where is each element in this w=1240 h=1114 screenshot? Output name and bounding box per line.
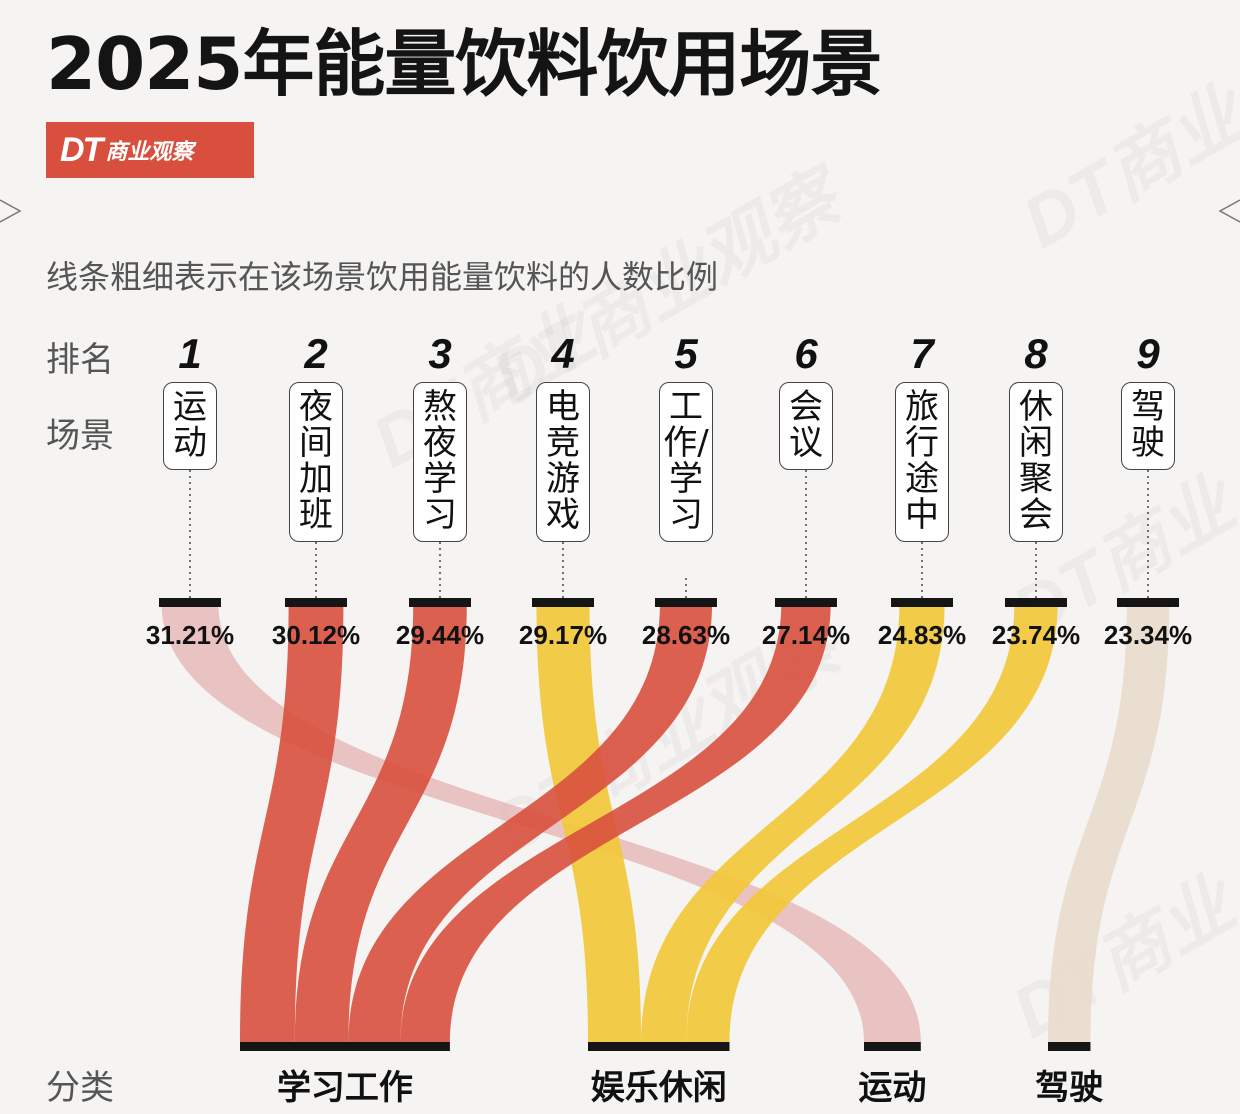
rank-number: 1 [178, 330, 202, 377]
category-bar [588, 1042, 730, 1051]
node-bar [891, 598, 953, 607]
scene-label: 会议 [779, 382, 833, 470]
scene-label: 旅行途中 [895, 382, 949, 542]
category-row-label: 分类 [46, 1068, 114, 1108]
value-label: 23.34% [1103, 620, 1193, 650]
flow-band [641, 604, 945, 1042]
value-label: 28.63% [641, 620, 731, 650]
brand-logo: DT 商业观察 [46, 122, 254, 178]
scene-label: 电竞游戏 [536, 382, 590, 542]
node-bar [1005, 598, 1067, 607]
scene-label: 工作/学习 [659, 382, 713, 542]
node-bar [775, 598, 837, 607]
flow-band [686, 604, 1058, 1042]
value-label: 29.17% [518, 620, 608, 650]
rank-row-label: 排名 [46, 340, 114, 380]
node-bar [409, 598, 471, 607]
right-notch-icon [1218, 199, 1240, 223]
node-bar [285, 598, 347, 607]
value-label: 27.14% [761, 620, 851, 650]
scene-label: 夜间加班 [289, 382, 343, 542]
rank-number: 2 [304, 330, 328, 377]
flow-band [240, 604, 344, 1042]
rank-number: 6 [794, 330, 818, 377]
category-bar [1048, 1042, 1091, 1051]
flow-band [1048, 604, 1170, 1042]
scene-row-label: 场景 [46, 416, 114, 456]
value-label: 24.83% [877, 620, 967, 650]
category-bar [240, 1042, 450, 1051]
flow-band [536, 604, 642, 1042]
left-notch-icon [0, 199, 22, 223]
flow-band [348, 604, 713, 1042]
category-label: 学习工作 [276, 1068, 413, 1108]
category-label: 运动 [858, 1068, 927, 1108]
value-label: 23.74% [991, 620, 1081, 650]
flow-band [400, 604, 831, 1042]
node-bar [655, 598, 717, 607]
chart-subtitle: 线条粗细表示在该场景饮用能量饮料的人数比例 [46, 258, 719, 296]
rank-number: 7 [910, 330, 934, 377]
category-bar [864, 1042, 921, 1051]
flow-bands [161, 604, 1170, 1042]
rank-number: 5 [674, 330, 698, 377]
value-label: 30.12% [271, 620, 361, 650]
rank-number: 8 [1024, 330, 1048, 377]
scene-label: 休闲聚会 [1009, 382, 1063, 542]
page-title: 2025年能量饮料饮用场景 [46, 22, 882, 106]
rank-number: 4 [551, 330, 575, 377]
node-bar [1117, 598, 1179, 607]
scene-label: 运动 [163, 382, 217, 470]
category-label: 娱乐休闲 [590, 1068, 727, 1108]
node-bars [159, 470, 1179, 1051]
scene-label: 熬夜学习 [413, 382, 467, 542]
category-label: 驾驶 [1035, 1068, 1104, 1108]
flow-band [294, 604, 467, 1042]
rank-number: 9 [1136, 330, 1160, 377]
node-bar [532, 598, 594, 607]
node-bar [159, 598, 221, 607]
scene-label: 驾驶 [1121, 382, 1175, 470]
value-label: 29.44% [395, 620, 485, 650]
rank-number: 3 [428, 330, 452, 377]
value-label: 31.21% [145, 620, 235, 650]
